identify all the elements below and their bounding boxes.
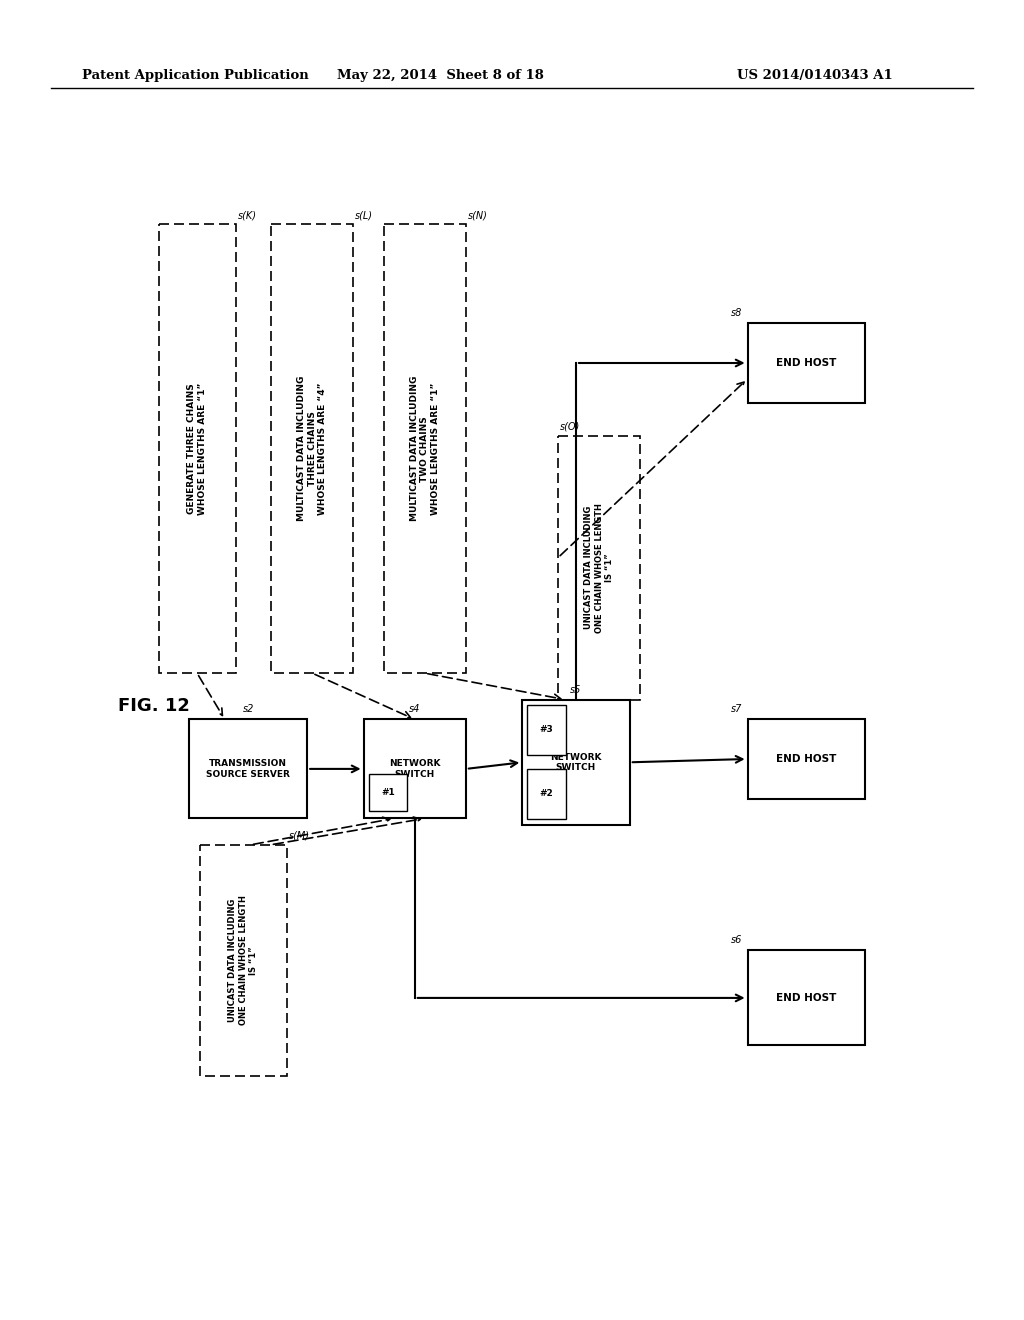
Text: #1: #1 (381, 788, 395, 797)
Bar (364, 719, 466, 818)
Text: s7: s7 (731, 705, 742, 714)
Text: END HOST: END HOST (776, 358, 837, 368)
Text: s8: s8 (731, 309, 742, 318)
Text: UNICAST DATA INCLUDING
ONE CHAIN WHOSE LENGTH
IS “1”: UNICAST DATA INCLUDING ONE CHAIN WHOSE L… (584, 503, 614, 632)
Text: s(O): s(O) (560, 421, 581, 432)
Text: s(M): s(M) (289, 830, 309, 841)
Bar (189, 719, 307, 818)
Text: Patent Application Publication: Patent Application Publication (82, 69, 308, 82)
Text: TRANSMISSION
SOURCE SERVER: TRANSMISSION SOURCE SERVER (207, 759, 290, 779)
Bar (748, 950, 865, 1045)
Text: MULTICAST DATA INCLUDING
THREE CHAINS
WHOSE LENGTHS ARE “4”: MULTICAST DATA INCLUDING THREE CHAINS WH… (297, 376, 328, 521)
Text: NETWORK
SWITCH: NETWORK SWITCH (550, 752, 602, 772)
Text: s(K): s(K) (238, 210, 257, 220)
Bar (200, 845, 287, 1076)
Bar (558, 436, 640, 700)
Bar (271, 224, 353, 673)
Bar (748, 719, 865, 799)
Text: #3: #3 (540, 725, 553, 734)
Text: GENERATE THREE CHAINS
WHOSE LENGTHS ARE “1”: GENERATE THREE CHAINS WHOSE LENGTHS ARE … (187, 383, 207, 515)
Bar (369, 774, 408, 812)
Text: s5: s5 (570, 685, 582, 694)
Text: s6: s6 (731, 936, 742, 945)
Bar (527, 768, 566, 818)
Text: UNICAST DATA INCLUDING
ONE CHAIN WHOSE LENGTH
IS “1”: UNICAST DATA INCLUDING ONE CHAIN WHOSE L… (228, 895, 258, 1026)
Text: MULTICAST DATA INCLUDING
TWO CHAINS
WHOSE LENGTHS ARE “1”: MULTICAST DATA INCLUDING TWO CHAINS WHOS… (410, 376, 440, 521)
Bar (159, 224, 236, 673)
Text: END HOST: END HOST (776, 754, 837, 764)
Bar (527, 705, 566, 755)
Text: #2: #2 (540, 789, 553, 799)
Text: NETWORK
SWITCH: NETWORK SWITCH (389, 759, 440, 779)
Text: s4: s4 (409, 705, 421, 714)
Text: s(N): s(N) (468, 210, 487, 220)
Text: May 22, 2014  Sheet 8 of 18: May 22, 2014 Sheet 8 of 18 (337, 69, 544, 82)
Text: s(L): s(L) (355, 210, 374, 220)
Text: s2: s2 (243, 705, 254, 714)
Text: END HOST: END HOST (776, 993, 837, 1003)
Bar (522, 700, 630, 825)
Bar (748, 323, 865, 403)
Text: FIG. 12: FIG. 12 (118, 697, 189, 715)
Text: US 2014/0140343 A1: US 2014/0140343 A1 (737, 69, 893, 82)
Bar (384, 224, 466, 673)
